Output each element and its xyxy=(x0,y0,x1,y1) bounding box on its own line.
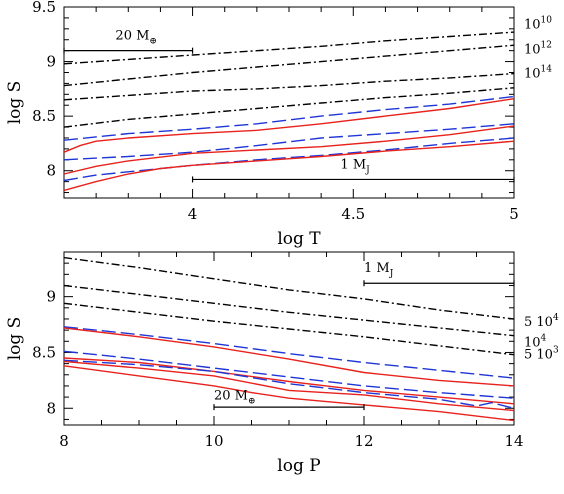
series-line-8 xyxy=(63,359,515,409)
y-tick-label: 9 xyxy=(46,288,56,306)
y-tick-label: 9 xyxy=(46,53,56,71)
x-tick-label: 5 xyxy=(509,205,519,223)
x-axis-title: log P xyxy=(277,456,320,476)
plot-frame xyxy=(63,251,515,426)
x-tick-label: 4.5 xyxy=(341,205,365,223)
x-tick-label: 8 xyxy=(59,432,69,450)
scale-bar-label: 1 MJ xyxy=(340,158,370,176)
series-line-10 xyxy=(63,365,515,422)
series-line-7 xyxy=(63,357,515,405)
series-line-1 xyxy=(63,256,515,320)
series-line-4 xyxy=(63,326,515,379)
series-side-label: 5 103 xyxy=(524,346,559,363)
chart-panel-2: 8 10 12 14 8 8.5 9 log P log S 1 MJ 20 M⊕ 5 104 1045… xyxy=(5,251,559,476)
x-tick-label: 10 xyxy=(204,432,223,450)
series-line-2 xyxy=(63,284,515,337)
y-tick-label: 9.5 xyxy=(32,0,56,16)
series-line-2 xyxy=(63,44,515,87)
series-side-label: 1014 xyxy=(524,64,552,81)
chart-panel-1: 4 4.5 5 8 8.5 9 9.5 log T log S 20 M⊕ 1 MJ 1010 1012… xyxy=(5,0,552,249)
series-side-label: 5 104 xyxy=(524,313,559,330)
scale-bar-label: 20 M⊕ xyxy=(214,388,256,406)
series-side-label: 1010 xyxy=(524,15,552,32)
series-line-3 xyxy=(63,72,515,101)
series-line-9 xyxy=(63,137,515,182)
series-line-8 xyxy=(63,125,515,175)
series-line-5 xyxy=(63,95,515,141)
series-line-7 xyxy=(63,123,515,161)
y-axis-title: log S xyxy=(5,81,25,125)
series-side-label: 1012 xyxy=(524,40,552,57)
y-tick-label: 8.5 xyxy=(32,343,56,361)
series-line-1 xyxy=(63,31,515,65)
series-line-9 xyxy=(63,360,515,412)
y-axis-title: log S xyxy=(5,317,25,361)
series-line-5 xyxy=(63,327,515,387)
y-tick-label: 8 xyxy=(46,399,56,417)
series-line-10 xyxy=(63,140,515,192)
series-line-6 xyxy=(63,98,515,153)
x-tick-label: 4 xyxy=(188,205,198,223)
x-tick-label: 14 xyxy=(504,432,523,450)
scale-bar-label: 20 M⊕ xyxy=(115,29,157,47)
series-line-3 xyxy=(63,302,515,356)
series-side-label: 104 xyxy=(524,333,547,350)
scale-bar-label: 1 MJ xyxy=(364,261,394,279)
y-tick-label: 8.5 xyxy=(32,107,56,125)
x-axis-title: log T xyxy=(277,229,321,249)
x-tick-label: 12 xyxy=(354,432,373,450)
y-tick-label: 8 xyxy=(46,162,56,180)
series-line-4 xyxy=(63,87,515,128)
